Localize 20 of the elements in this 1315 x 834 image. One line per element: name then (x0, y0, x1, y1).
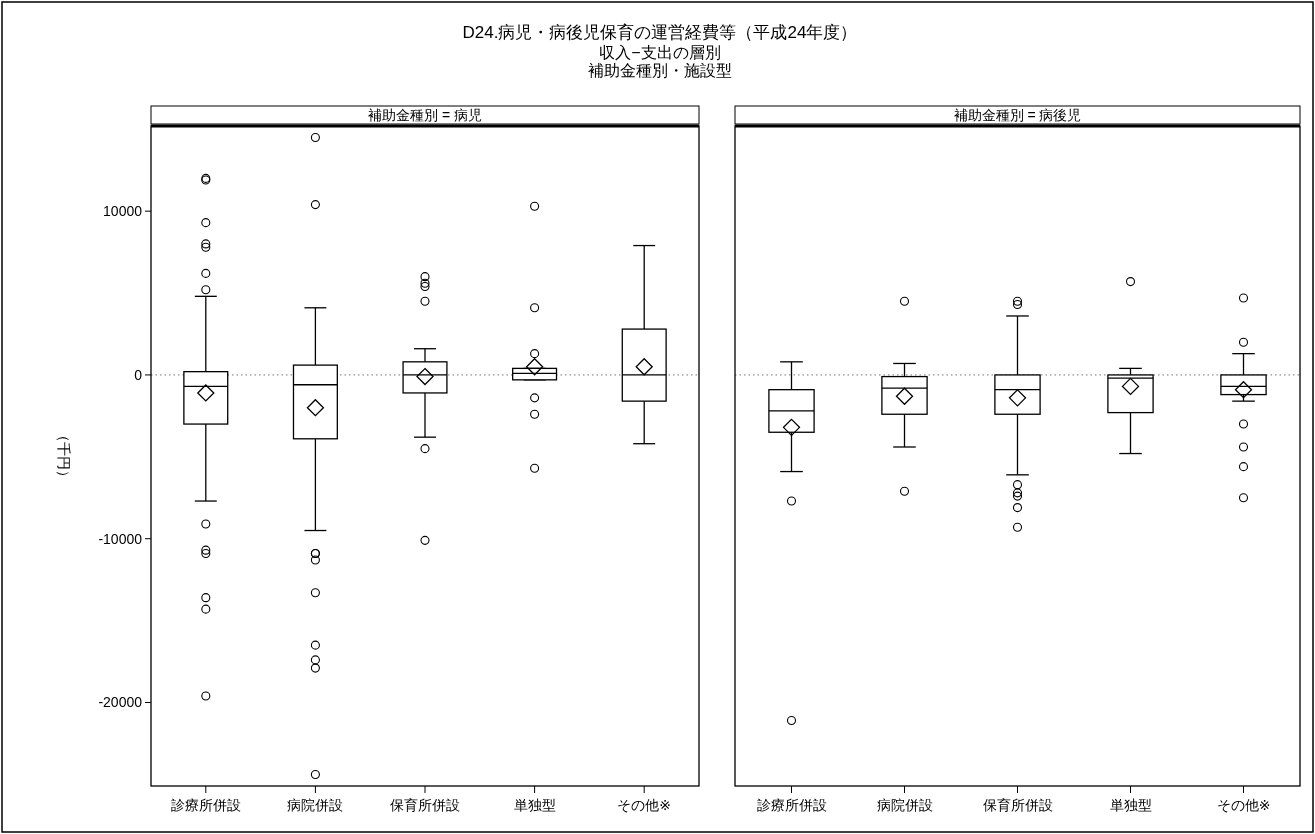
y-tick-label: -10000 (98, 530, 143, 547)
y-axis-title: （千円） (56, 428, 72, 484)
chart-title: D24.病児・病後児保育の運営経費等（平成24年度） (462, 23, 858, 42)
y-tick-label: 10000 (103, 203, 143, 220)
text: 補助金種別 = 病児 (368, 107, 482, 123)
x-tick-label: 診療所併設 (756, 797, 827, 813)
text: 補助金種別・施設型 (588, 62, 732, 79)
x-tick-label: 病院併設 (287, 797, 344, 813)
x-tick-label: 保育所併設 (982, 797, 1053, 813)
y-tick-label: -20000 (98, 694, 143, 711)
y-tick-label: 0 (134, 366, 143, 383)
x-tick-label: 保育所併設 (390, 797, 460, 813)
x-tick-label: 診療所併設 (170, 797, 241, 813)
text: 補助金種別 = 病後児 (953, 107, 1082, 123)
x-tick-label: 単独型 (513, 797, 556, 813)
text: 収入−支出の層別 (599, 44, 721, 61)
x-tick-label: 単独型 (1109, 797, 1152, 813)
x-tick-label: その他※ (1216, 797, 1271, 813)
x-tick-label: 病院併設 (876, 797, 933, 813)
x-tick-label: その他※ (617, 797, 672, 813)
